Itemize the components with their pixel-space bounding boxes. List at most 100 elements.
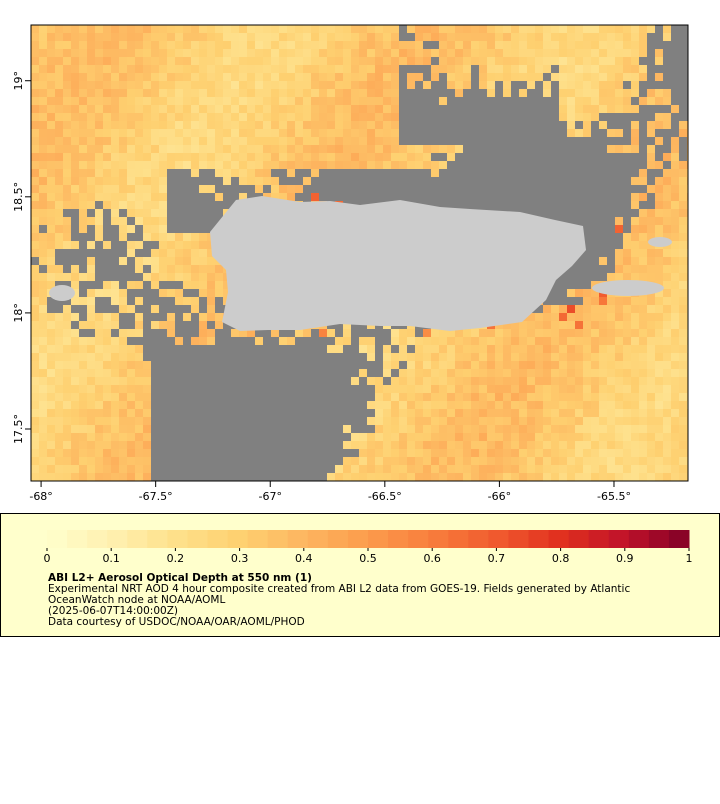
- aod-cell: [407, 393, 415, 401]
- aod-cell: [207, 329, 215, 337]
- aod-cell: [63, 65, 71, 73]
- aod-cell: [535, 25, 543, 33]
- aod-cell: [663, 401, 671, 409]
- aod-cell: [95, 217, 103, 225]
- aod-cell: [223, 177, 231, 185]
- aod-cell: [455, 49, 463, 57]
- aod-cell: [655, 289, 663, 297]
- aod-cell: [79, 153, 87, 161]
- aod-cell: [143, 385, 151, 393]
- aod-cell: [679, 321, 687, 329]
- aod-cell: [215, 73, 223, 81]
- aod-cell: [223, 121, 231, 129]
- aod-cell: [375, 73, 383, 81]
- aod-cell: [455, 81, 463, 89]
- aod-cell: [599, 33, 607, 41]
- aod-cell: [63, 25, 71, 33]
- aod-cell: [607, 401, 615, 409]
- aod-cell: [567, 41, 575, 49]
- colorbar-step: [508, 530, 529, 548]
- aod-cell: [31, 161, 39, 169]
- colorbar-step: [428, 530, 449, 548]
- aod-cell: [631, 345, 639, 353]
- colorbar-step: [568, 530, 590, 548]
- aod-cell: [471, 449, 479, 457]
- aod-cell: [639, 217, 647, 225]
- aod-cell: [327, 33, 335, 41]
- colorbar-tick-label: 0: [44, 552, 51, 565]
- aod-cell: [463, 353, 471, 361]
- aod-cell: [439, 97, 447, 105]
- aod-cell: [55, 129, 63, 137]
- aod-cell: [639, 41, 647, 49]
- aod-cell: [143, 121, 151, 129]
- aod-cell: [231, 121, 239, 129]
- aod-cell: [151, 113, 159, 121]
- aod-cell: [407, 329, 415, 337]
- aod-cell: [487, 353, 495, 361]
- aod-cell: [423, 57, 431, 65]
- aod-cell: [223, 65, 231, 73]
- aod-cell: [87, 457, 95, 465]
- aod-cell: [183, 121, 191, 129]
- aod-cell: [351, 377, 359, 385]
- aod-cell: [127, 449, 135, 457]
- aod-cell: [383, 473, 391, 481]
- aod-cell: [639, 305, 647, 313]
- aod-cell: [607, 313, 615, 321]
- aod-cell: [327, 145, 335, 153]
- aod-cell: [71, 273, 79, 281]
- aod-cell: [111, 385, 119, 393]
- aod-cell: [367, 105, 375, 113]
- aod-cell: [215, 313, 223, 321]
- aod-cell: [71, 65, 79, 73]
- aod-cell: [679, 273, 687, 281]
- aod-cell: [303, 81, 311, 89]
- aod-cell: [167, 241, 175, 249]
- aod-cell: [583, 401, 591, 409]
- x-tick-label: -67°: [259, 490, 282, 503]
- aod-cell: [527, 329, 535, 337]
- aod-cell: [175, 337, 183, 345]
- aod-cell: [55, 465, 63, 473]
- aod-cell: [495, 41, 503, 49]
- aod-cell: [615, 313, 623, 321]
- aod-cell: [663, 305, 671, 313]
- aod-cell: [495, 369, 503, 377]
- aod-cell: [615, 297, 623, 305]
- aod-cell: [143, 409, 151, 417]
- aod-cell: [207, 153, 215, 161]
- aod-cell: [47, 457, 55, 465]
- aod-cell: [351, 81, 359, 89]
- aod-cell: [591, 337, 599, 345]
- aod-cell: [655, 369, 663, 377]
- aod-cell: [623, 89, 631, 97]
- aod-cell: [367, 57, 375, 65]
- aod-cell: [567, 385, 575, 393]
- aod-cell: [127, 145, 135, 153]
- aod-cell: [103, 81, 111, 89]
- aod-cell: [639, 297, 647, 305]
- aod-cell: [343, 49, 351, 57]
- aod-cell: [375, 33, 383, 41]
- aod-cell: [63, 97, 71, 105]
- aod-cell: [79, 73, 87, 81]
- aod-cell: [623, 361, 631, 369]
- aod-cell: [247, 49, 255, 57]
- aod-cell: [615, 337, 623, 345]
- aod-cell: [111, 353, 119, 361]
- aod-cell: [279, 145, 287, 153]
- aod-cell: [455, 361, 463, 369]
- aod-cell: [631, 201, 639, 209]
- aod-cell: [271, 81, 279, 89]
- aod-cell: [119, 89, 127, 97]
- aod-cell: [663, 337, 671, 345]
- colorbar-step: [528, 530, 550, 548]
- aod-cell: [639, 329, 647, 337]
- aod-cell: [103, 25, 111, 33]
- aod-cell: [415, 393, 423, 401]
- aod-cell: [663, 169, 671, 177]
- aod-cell: [543, 409, 551, 417]
- aod-cell: [71, 265, 79, 273]
- aod-cell: [383, 409, 391, 417]
